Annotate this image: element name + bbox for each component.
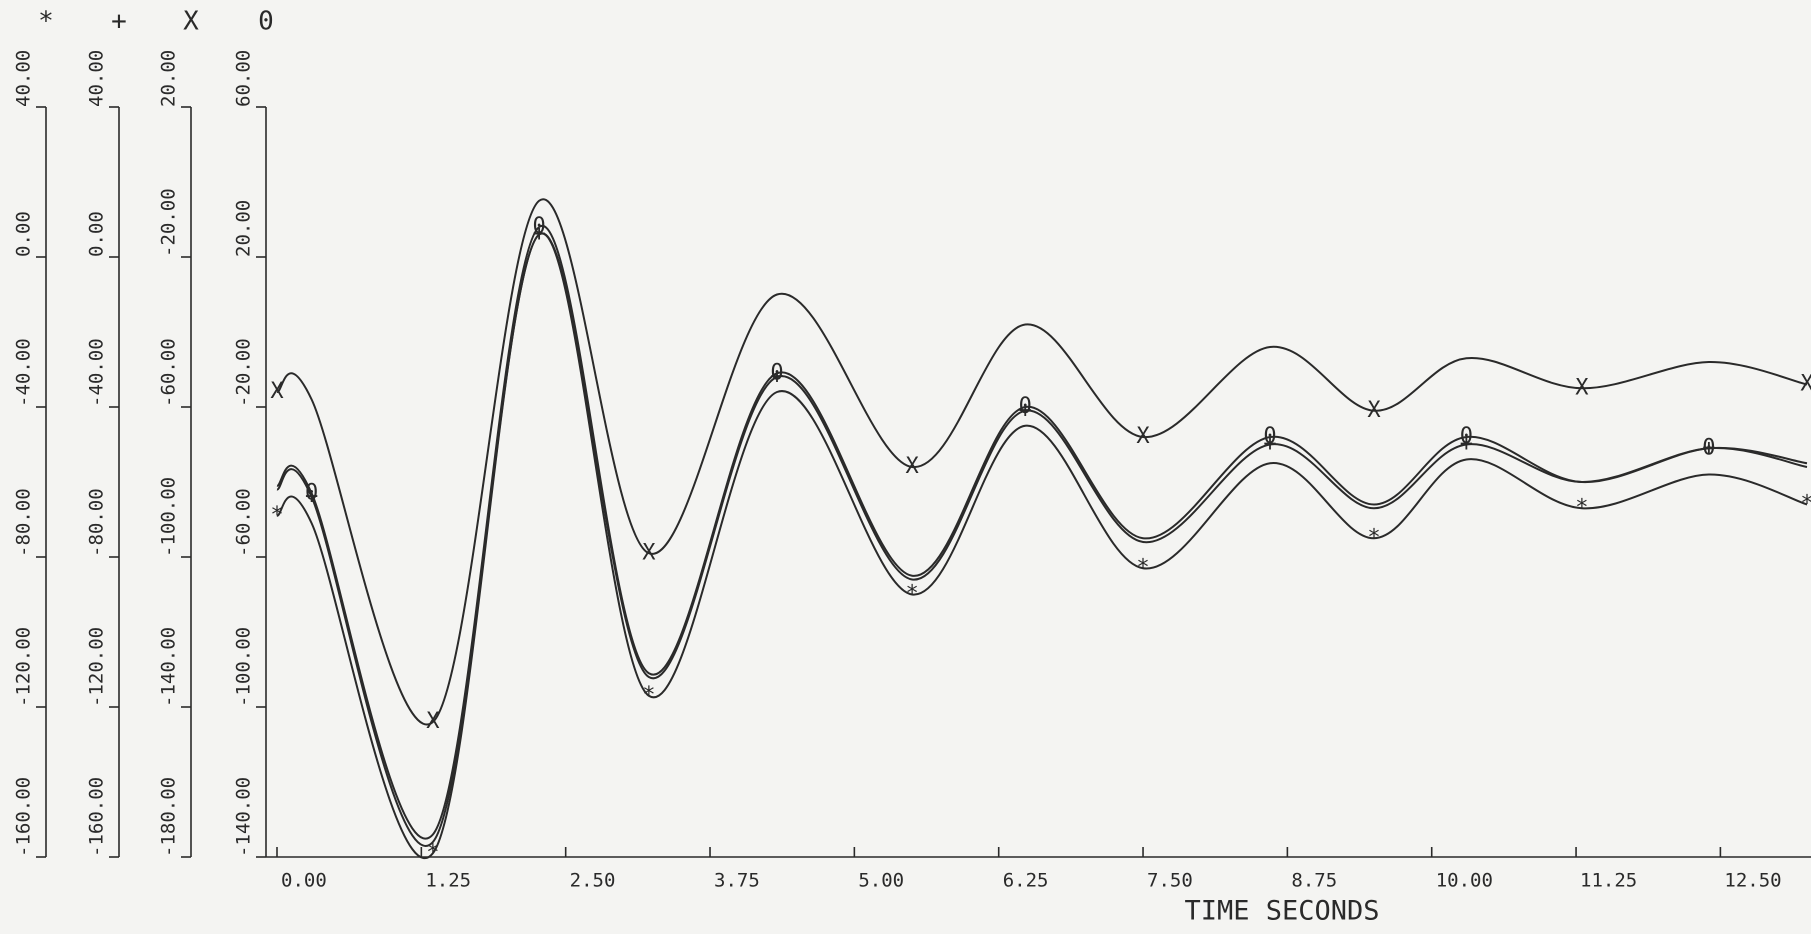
x-tick-label: 6.25 (1003, 870, 1049, 892)
x-tick-label: 8.75 (1291, 870, 1337, 892)
point-marker: 0 (770, 360, 783, 385)
point-marker: * (1136, 555, 1149, 580)
y-tick-label: -140.00 (158, 627, 180, 707)
y-tick-label: -100.00 (158, 477, 180, 557)
y-tick-label: -60.00 (233, 488, 255, 557)
point-marker: X (1575, 375, 1589, 400)
point-marker: 0 (532, 214, 545, 239)
point-marker: X (270, 379, 284, 404)
y-tick-label: 0.00 (13, 211, 35, 257)
axis-symbol: 0 (258, 7, 274, 37)
y-tick-label: -120.00 (13, 627, 35, 707)
y-tick-label: -20.00 (233, 338, 255, 407)
axis-symbol: + (111, 7, 127, 37)
y-tick-label: 60.00 (233, 50, 255, 107)
y-tick-label: -60.00 (158, 338, 180, 407)
x-tick-label: 7.50 (1147, 870, 1193, 892)
x-axis-title: TIME SECONDS (1184, 896, 1379, 927)
y-tick-label: 20.00 (158, 50, 180, 107)
point-marker: X (1367, 398, 1381, 423)
y-tick-label: -80.00 (13, 488, 35, 557)
point-marker: 0 (1019, 394, 1032, 419)
chart: TIME SECONDS 0.00 1.25 2.50 3.75 5.00 6.25 7.5… (0, 0, 1811, 934)
point-marker: 0 (1460, 424, 1473, 449)
y-tick-label: -100.00 (233, 627, 255, 707)
y-tick-label: -180.00 (158, 777, 180, 857)
x-tick-label: 11.25 (1580, 870, 1637, 892)
y-tick-label: 20.00 (233, 200, 255, 257)
y-tick-label: 40.00 (13, 50, 35, 107)
y-tick-label: -140.00 (233, 777, 255, 857)
x-tick-label: 12.50 (1724, 870, 1781, 892)
x-tick-label: 5.00 (858, 870, 904, 892)
x-tick-label: 1.25 (425, 870, 471, 892)
y-tick-label: -20.00 (158, 188, 180, 257)
point-marker: 0 (1263, 424, 1276, 449)
y-tick-label: -40.00 (86, 338, 108, 407)
point-marker: * (642, 683, 655, 708)
y-tick-label: -40.00 (13, 338, 35, 407)
x-tick-label: 3.75 (714, 870, 760, 892)
point-marker: X (1800, 372, 1811, 397)
page: TIME SECONDS 0.00 1.25 2.50 3.75 5.00 6.25 7.5… (0, 0, 1811, 934)
x-tick-label: 2.50 (570, 870, 616, 892)
x-tick-label: 10.00 (1436, 870, 1493, 892)
point-marker: * (1800, 492, 1811, 517)
y-tick-label: -160.00 (86, 777, 108, 857)
y-tick-label: -120.00 (86, 627, 108, 707)
point-marker: * (1575, 495, 1588, 520)
point-marker: X (426, 709, 440, 734)
axis-symbol: * (38, 7, 54, 37)
point-marker: 0 (305, 480, 318, 505)
y-tick-label: -80.00 (86, 488, 108, 557)
point-marker: X (642, 540, 656, 565)
axis-symbol: X (183, 7, 199, 37)
point-marker: * (1367, 525, 1380, 550)
point-marker: X (1136, 424, 1150, 449)
point-marker: * (270, 503, 283, 528)
y-tick-label: 40.00 (86, 50, 108, 107)
point-marker: X (905, 454, 919, 479)
y-tick-label: -160.00 (13, 777, 35, 857)
point-marker: * (426, 840, 439, 865)
point-marker: 0 (1702, 435, 1715, 460)
point-marker: * (905, 582, 918, 607)
x-tick-label: 0.00 (281, 870, 327, 892)
y-tick-label: 0.00 (86, 211, 108, 257)
